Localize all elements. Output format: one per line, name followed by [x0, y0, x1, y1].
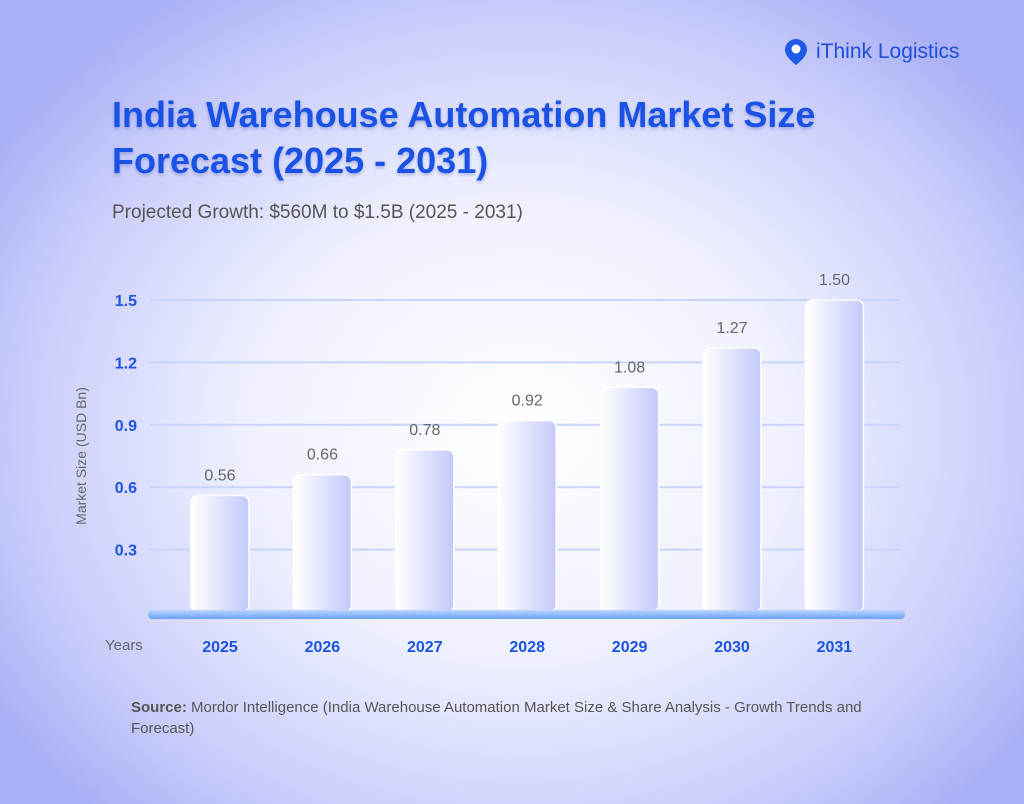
page-title: India Warehouse Automation Market Size F… [112, 94, 816, 181]
y-axis-label: Market Size (USD Bn) [73, 387, 89, 525]
data-label: 1.50 [819, 272, 850, 289]
x-tick-label: 2030 [714, 639, 750, 656]
data-label: 0.78 [409, 422, 440, 439]
location-pin-icon [785, 39, 807, 65]
y-tick-label: 1.2 [115, 355, 137, 372]
x-tick-label: 2027 [407, 639, 443, 656]
x-tick-label: 2031 [817, 639, 853, 656]
page-subtitle: Projected Growth: $560M to $1.5B (2025 -… [112, 202, 523, 223]
data-label: 0.66 [307, 447, 338, 464]
brand-name: iThink Logistics [816, 40, 960, 63]
bar [702, 347, 762, 613]
chart-baseline [148, 610, 905, 619]
brand-logo: iThink Logistics [784, 38, 960, 66]
bar [395, 449, 455, 613]
x-axis-label: Years [105, 637, 143, 654]
x-tick-label: 2025 [202, 639, 238, 656]
x-tick-label: 2026 [305, 639, 341, 656]
source-text: Mordor Intelligence (India Warehouse Aut… [131, 699, 862, 737]
bar [292, 473, 353, 613]
y-tick-label: 0.3 [115, 543, 137, 560]
x-tick-label: 2029 [612, 639, 648, 656]
data-label: 1.08 [614, 359, 645, 376]
y-tick-label: 0.9 [115, 418, 137, 435]
bar [190, 494, 250, 613]
y-tick-label: 0.6 [115, 480, 137, 497]
y-tick-label: 1.5 [115, 293, 137, 310]
data-label: 0.92 [512, 393, 543, 410]
bar [599, 386, 660, 613]
bar [497, 419, 557, 613]
x-tick-label: 2028 [509, 639, 545, 656]
data-label: 0.56 [204, 468, 235, 485]
data-label: 1.27 [716, 320, 747, 337]
source-note: Source: Mordor Intelligence (India Wareh… [131, 697, 921, 739]
source-label: Source: [131, 699, 187, 716]
bar [804, 299, 865, 613]
